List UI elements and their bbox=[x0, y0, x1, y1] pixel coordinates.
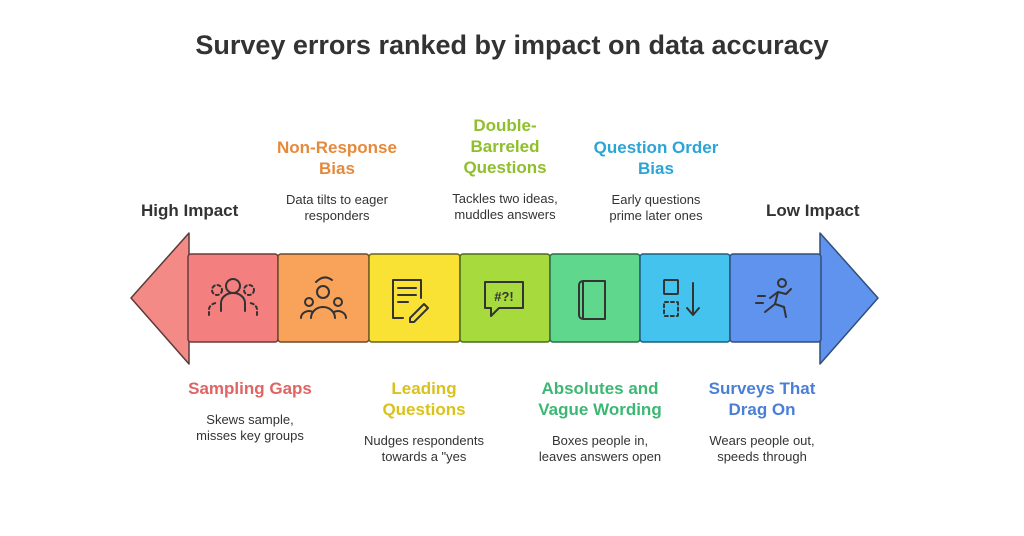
low-impact-label: Low Impact bbox=[766, 201, 860, 220]
group-icon bbox=[208, 278, 258, 316]
crowd-icon bbox=[300, 276, 347, 319]
segment-sampling-gaps bbox=[187, 253, 279, 343]
speech-symbols-glyphs: #?! bbox=[494, 289, 514, 304]
double-barreled-title-line-1: Double- bbox=[473, 116, 537, 135]
label-leading-questions: Leading Questions Nudges respondents tow… bbox=[339, 378, 509, 465]
surveys-drag-on-title-line-2: Drag On bbox=[728, 400, 796, 419]
double-barreled-desc-line-1: Tackles two ideas, bbox=[452, 191, 558, 206]
sampling-gaps-desc-line-2: misses key groups bbox=[196, 428, 304, 443]
label-absolutes-vague-wording: Absolutes and Vague Wording Boxes people… bbox=[515, 378, 685, 465]
high-impact-label: High Impact bbox=[141, 201, 239, 220]
surveys-drag-on-title-line-1: Surveys That bbox=[708, 379, 816, 398]
document-pen-icon bbox=[392, 279, 429, 323]
runner-icon bbox=[755, 278, 792, 318]
absolutes-desc-line-2: leaves answers open bbox=[538, 449, 662, 464]
non-response-desc-line-2: responders bbox=[304, 208, 370, 223]
leading-questions-title-line-2: Questions bbox=[382, 400, 466, 419]
segment-leading-questions bbox=[368, 253, 461, 343]
double-barreled-title-line-3: Questions bbox=[463, 158, 547, 177]
question-order-title-line-1: Question Order bbox=[593, 138, 719, 157]
absolutes-desc-line-1: Boxes people in, bbox=[551, 433, 649, 448]
non-response-title-line-1: Non-Response bbox=[277, 138, 397, 157]
segment-question-order bbox=[639, 253, 731, 343]
segment-absolutes bbox=[549, 253, 641, 343]
double-barreled-desc-line-2: muddles answers bbox=[454, 207, 556, 222]
absolutes-title-line-2: Vague Wording bbox=[538, 400, 662, 419]
non-response-title-line-2: Bias bbox=[319, 159, 355, 178]
question-order-desc-line-2: prime later ones bbox=[609, 208, 703, 223]
label-double-barreled: Double- Barreled Questions Tackles two i… bbox=[420, 115, 590, 223]
sampling-gaps-desc-line-1: Skews sample, bbox=[206, 412, 294, 427]
label-sampling-gaps: Sampling Gaps Skews sample, misses key g… bbox=[165, 378, 335, 444]
label-surveys-drag-on: Surveys That Drag On Wears people out, s… bbox=[677, 378, 847, 465]
non-response-desc-line-1: Data tilts to eager bbox=[286, 192, 388, 207]
label-question-order-bias: Question Order Bias Early questions prim… bbox=[571, 137, 741, 224]
surveys-drag-on-desc-line-2: speeds through bbox=[717, 449, 807, 464]
sampling-gaps-title: Sampling Gaps bbox=[188, 379, 312, 398]
left-arrowhead bbox=[130, 232, 190, 365]
question-order-desc-line-1: Early questions bbox=[611, 192, 701, 207]
surveys-drag-on-desc-line-1: Wears people out, bbox=[709, 433, 815, 448]
question-order-title-line-2: Bias bbox=[638, 159, 674, 178]
label-non-response-bias: Non-Response Bias Data tilts to eager re… bbox=[252, 137, 422, 224]
double-barreled-title-line-2: Barreled bbox=[470, 137, 540, 156]
leading-questions-title-line-1: Leading bbox=[391, 379, 457, 398]
speech-symbols-icon bbox=[484, 281, 524, 317]
page-title: Survey errors ranked by impact on data a… bbox=[195, 30, 829, 60]
right-arrowhead bbox=[819, 232, 879, 365]
absolutes-title-line-1: Absolutes and bbox=[541, 379, 659, 398]
sort-order-icon bbox=[663, 279, 700, 317]
leading-questions-desc-line-1: Nudges respondents bbox=[364, 433, 484, 448]
book-icon bbox=[578, 280, 606, 320]
leading-questions-desc-line-2: towards a "yes bbox=[381, 449, 467, 464]
